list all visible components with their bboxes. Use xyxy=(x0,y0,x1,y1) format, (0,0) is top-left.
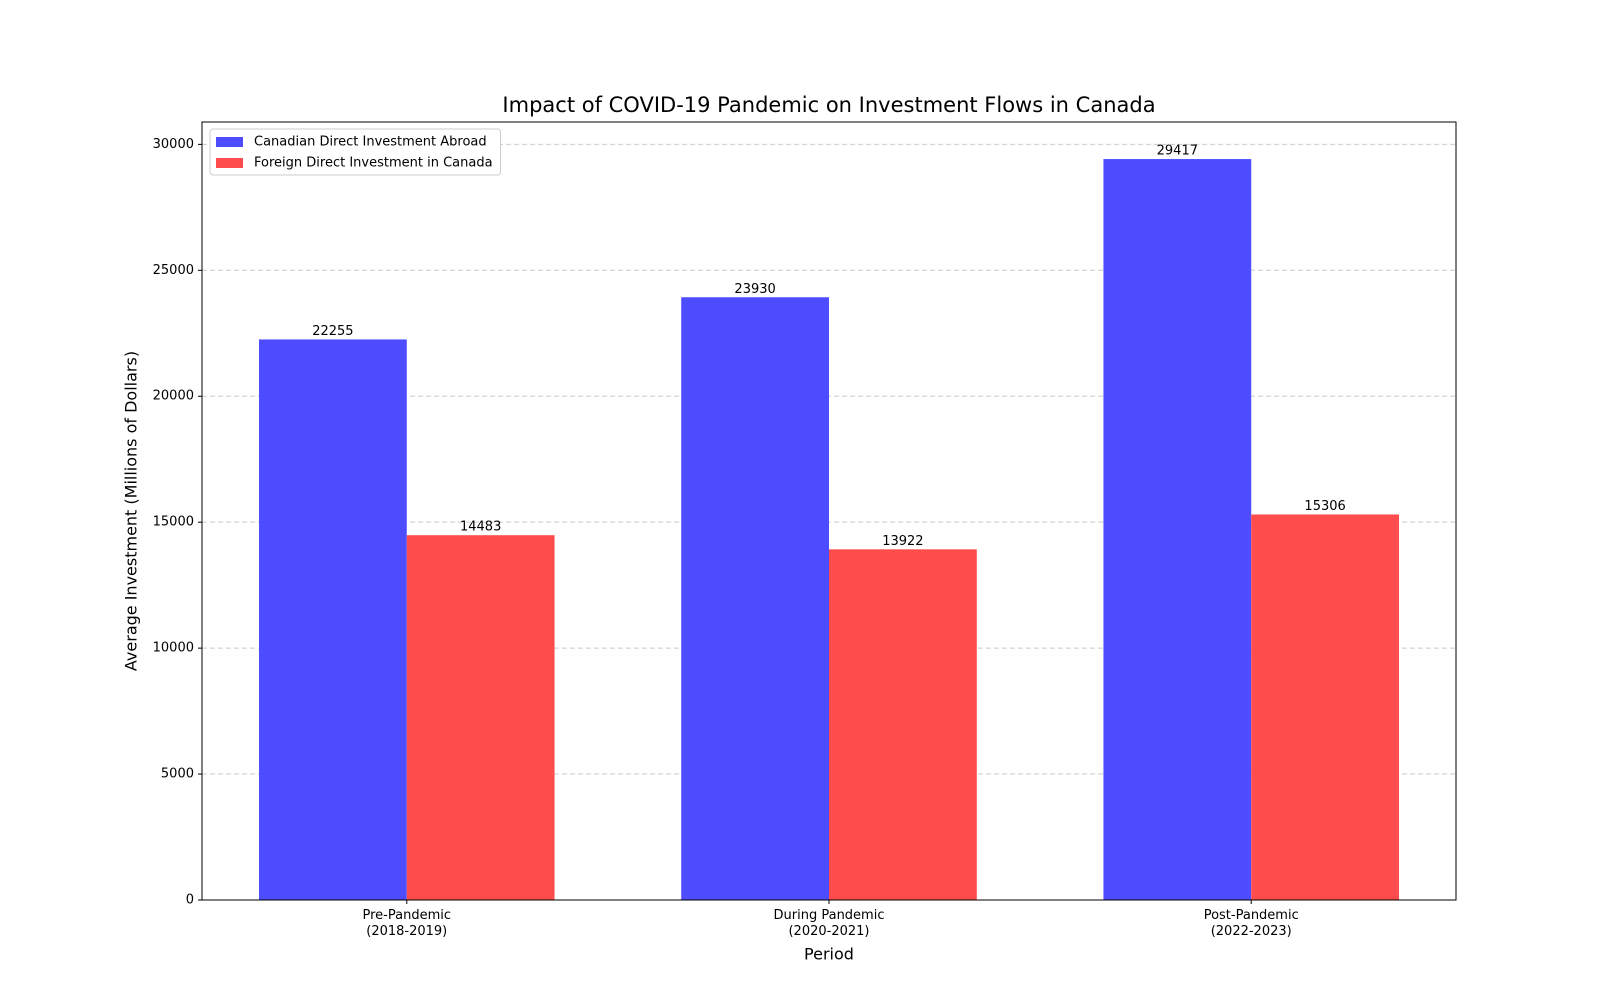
legend-swatch xyxy=(216,137,243,147)
bar xyxy=(829,549,977,900)
bar xyxy=(1103,159,1252,901)
y-tick-label: 10000 xyxy=(153,641,194,656)
plot-frame xyxy=(201,121,1457,901)
x-tick-label: During Pandemic (2020-2021) xyxy=(773,908,885,939)
bar xyxy=(1251,514,1399,900)
value-label: 22255 xyxy=(312,324,353,339)
chart-title: Impact of COVID-19 Pandemic on Investmen… xyxy=(502,93,1155,117)
y-tick-label: 15000 xyxy=(153,515,194,530)
bar xyxy=(406,535,555,900)
bar xyxy=(681,297,829,900)
value-label: 29417 xyxy=(1157,144,1198,159)
legend-swatch xyxy=(216,158,243,168)
y-tick-label: 30000 xyxy=(153,137,194,152)
legend-label: Canadian Direct Investment Abroad xyxy=(254,135,487,150)
x-axis-label: Period xyxy=(804,945,854,964)
legend-box xyxy=(209,128,502,176)
value-label: 23930 xyxy=(734,282,775,297)
x-tick-label: Pre-Pandemic (2018-2019) xyxy=(362,908,452,939)
y-tick-label: 20000 xyxy=(153,389,194,404)
value-label: 14483 xyxy=(460,520,501,535)
legend: Canadian Direct Investment Abroad Foreign… xyxy=(209,128,502,176)
value-label: 15306 xyxy=(1304,499,1345,514)
bar xyxy=(259,339,407,901)
x-tick-label: Post-Pandemic (2022-2023) xyxy=(1203,908,1299,939)
y-tick-label: 0 xyxy=(186,893,194,908)
y-tick-label: 25000 xyxy=(153,263,194,278)
value-label: 13922 xyxy=(882,534,923,549)
y-tick-label: 5000 xyxy=(161,767,194,782)
legend-label: Foreign Direct Investment in Canada xyxy=(254,156,493,171)
y-axis-label: Average Investment (Millions of Dollars) xyxy=(122,351,141,671)
